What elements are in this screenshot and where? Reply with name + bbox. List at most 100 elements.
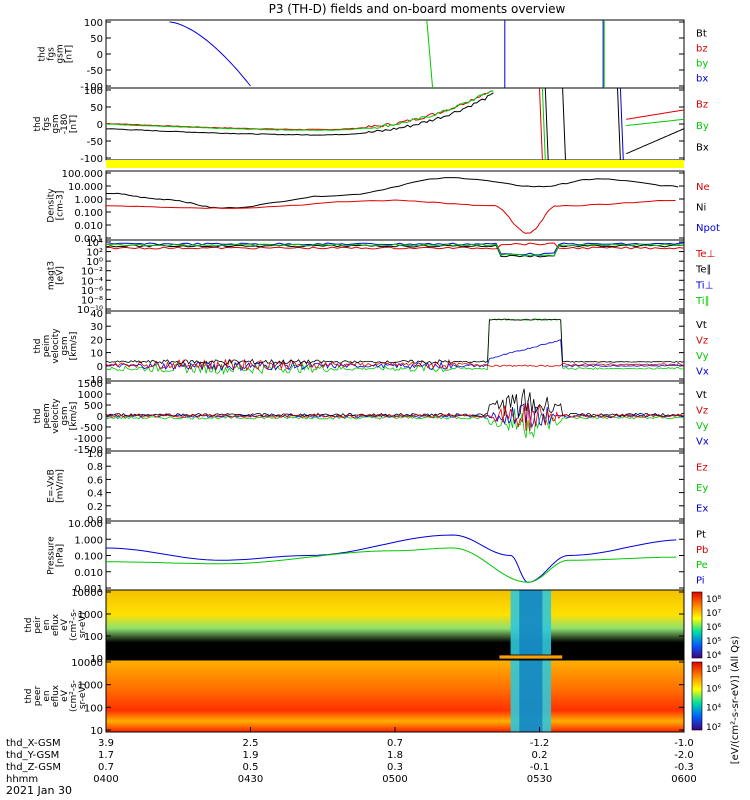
y-tick-label: 0.010	[74, 568, 103, 579]
y-tick-label: 0	[97, 50, 103, 61]
y-tick-label: 50	[90, 103, 103, 114]
y-label-line: [km/s]	[69, 332, 79, 361]
y-label-line: Pressure	[47, 536, 57, 575]
y-tick-label: -100	[80, 82, 103, 93]
y-axis-label: thd fgs gsm -180 [nT]	[33, 114, 79, 135]
x-row-value: -0.1	[530, 762, 550, 773]
x-row-value: 0.7	[387, 738, 403, 749]
y-label-line: [eV]	[56, 266, 66, 285]
y-tick-label: 30	[90, 322, 103, 333]
legend-Ex: Ex	[696, 504, 708, 515]
colorbar-tick: 10⁶	[706, 684, 721, 694]
x-row-value: 3.9	[98, 738, 114, 749]
y-tick-label: -10	[87, 375, 103, 386]
y-tick-label: 0.010	[74, 221, 103, 232]
series-Bx-post	[626, 128, 685, 155]
y-label-line: [km/s]	[69, 402, 79, 431]
y-tick-label: 0	[97, 120, 103, 131]
legend-Te⊥: Te⊥	[695, 249, 715, 260]
series-vi-0	[105, 318, 685, 376]
y-axis-label: magt3 [eV]	[47, 261, 66, 290]
date-label: 2021 Jan 30	[6, 784, 72, 797]
y-label-line: velocity	[51, 398, 61, 434]
y-tick-label: 100	[84, 632, 103, 643]
colorbar-tick: 10⁴	[706, 651, 721, 661]
colorbar-tick: 10²	[706, 723, 721, 733]
colorbar-tick: 10⁸	[706, 595, 721, 605]
figure-title: P3 (TH-D) fields and on-board moments ov…	[269, 2, 566, 16]
y-axis-label: thd fgs gsm [nT]	[38, 44, 75, 63]
y-tick-label: -1000	[74, 434, 103, 445]
y-tick-label: 50	[90, 34, 103, 45]
y-tick-label: 1000	[78, 681, 103, 692]
legend-Bx: Bx	[696, 142, 709, 153]
legend-bx: bx	[696, 74, 708, 85]
y-tick-label: -500	[80, 423, 103, 434]
panel-frame	[105, 450, 685, 522]
legend-Bz: Bz	[696, 100, 708, 111]
series-Pe	[106, 547, 677, 583]
panel-vi: 40 30 20 10 0 -10 thd peim velocity gsm [km/s] Vt Vz…	[33, 309, 709, 386]
x-row-value: 1.9	[243, 750, 259, 761]
y-tick-label: 0	[97, 412, 103, 423]
y-tick-label: -1500	[74, 445, 103, 456]
x-row-value: 0.5	[243, 762, 259, 773]
series-temp-3	[105, 243, 685, 257]
y-label-line: peer	[33, 685, 43, 706]
y-tick-label: 20	[90, 335, 103, 346]
panel-frame	[105, 520, 685, 591]
x-row-label: hhmm	[6, 774, 38, 785]
legend-Ey: Ey	[696, 483, 708, 494]
y-tick-label: 10⁻¹⁰	[77, 305, 103, 316]
y-tick-label: 10.000	[68, 182, 103, 193]
y-label-line: gsm	[51, 114, 61, 133]
y-label-line: magt3	[47, 261, 57, 290]
y-axis-label: thd peem velocity gsm [km/s]	[33, 398, 79, 434]
spectrogram-core	[519, 590, 543, 660]
y-label-line: fgs	[42, 117, 52, 131]
y-label-line: eV	[60, 689, 70, 702]
series-ve	[105, 388, 685, 439]
legend-Npot: Npot	[696, 223, 720, 234]
y-label-line: thd	[24, 618, 34, 633]
y-label-line: peem	[42, 403, 52, 429]
panel-fgs: 100 50 0 -50 -100 thd fgs gsm [nT] Bt bz by bx	[38, 18, 709, 93]
y-label-line: sr-eV)	[78, 683, 88, 709]
legend-Vy: Vy	[696, 421, 709, 432]
y-label-line: thd	[38, 47, 48, 62]
legend-Ti∥: Ti∥	[695, 296, 710, 307]
y-tick-label: 0.001	[74, 584, 103, 595]
x-row-value: 0430	[238, 774, 263, 785]
y-label-line: Density	[47, 188, 57, 223]
legend-Vz: Vz	[696, 335, 708, 346]
yellow-flag-bar	[106, 160, 684, 168]
y-label-line: gsm	[60, 406, 70, 425]
y-axis-label: thd peim velocity gsm [km/s]	[33, 328, 79, 364]
spectrogram-peer	[106, 660, 684, 732]
y-label-line: thd	[24, 689, 34, 704]
y-label-line: gsm	[56, 44, 66, 63]
x-row-value: 0500	[382, 774, 407, 785]
series-temp-1	[105, 242, 685, 250]
y-tick-label: 0.100	[74, 208, 103, 219]
y-tick-label: 500	[84, 401, 103, 412]
y-tick-label: 100	[84, 703, 103, 714]
y-tick-label: 1.000	[74, 195, 103, 206]
y-tick-label: 10	[90, 726, 103, 737]
y-label-line: -180	[60, 114, 70, 135]
y-tick-label: 1.000	[74, 535, 103, 546]
y-tick-label: 1500	[78, 379, 103, 390]
x-row-value: 2.5	[243, 738, 259, 749]
legend-Vx: Vx	[696, 436, 709, 447]
y-label-line: peir	[33, 616, 43, 634]
series-vertical	[541, 87, 546, 161]
y-tick-label: 0.0	[87, 515, 103, 526]
x-row-value: 0530	[527, 774, 552, 785]
series-fgs	[169, 19, 605, 89]
legend-Pi: Pi	[696, 575, 705, 586]
legend-Te∥: Te∥	[695, 265, 712, 276]
y-label-line: E=-VxB	[47, 469, 57, 503]
y-label-line: [nT]	[69, 115, 79, 133]
colorbar-tick: 10⁵	[706, 637, 721, 647]
y-tick-label: 10.000	[68, 519, 103, 530]
